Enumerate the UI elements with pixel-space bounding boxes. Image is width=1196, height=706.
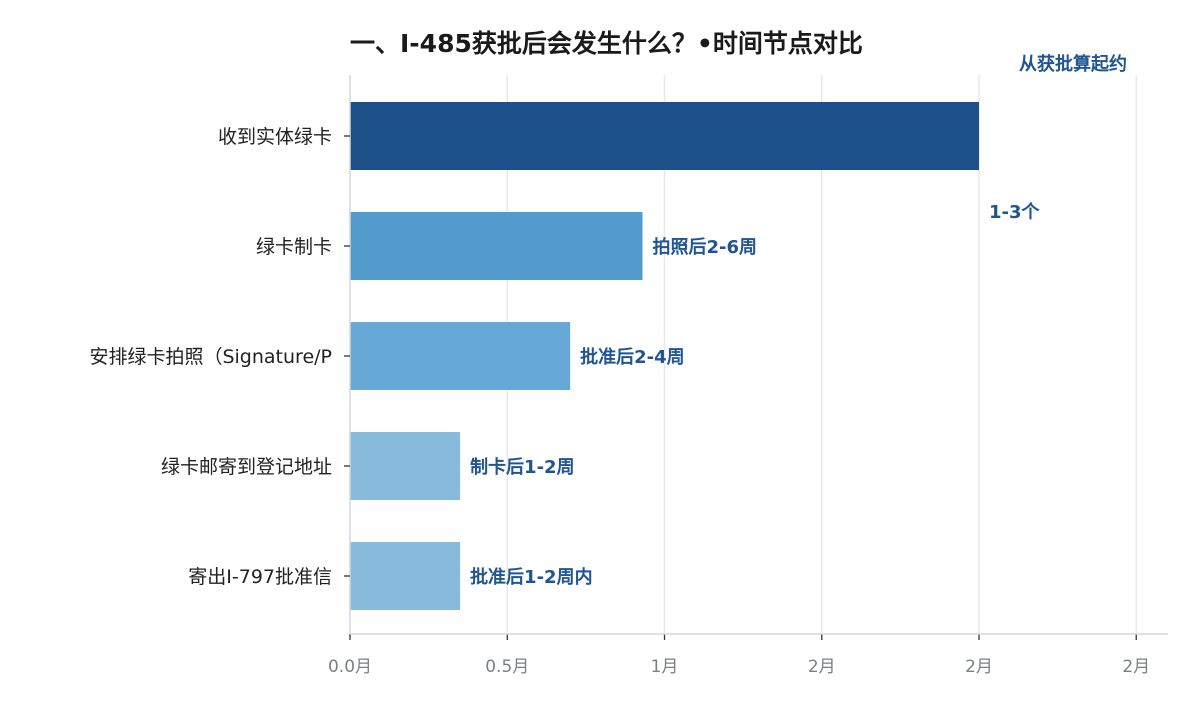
category-label: 寄出I-797批准信 <box>188 566 332 588</box>
bar <box>350 542 461 610</box>
bar <box>350 212 643 280</box>
x-tick-label: 0.0月 <box>328 657 372 677</box>
x-axis: 0.0月 0.5月 1月 2月 2月 2月 <box>328 75 1168 677</box>
corner-annotation: 从获批算起约 <box>1019 53 1127 75</box>
chart-title: 一、I-485获批后会发生什么？•时间节点对比 <box>350 29 863 58</box>
bar <box>350 102 979 170</box>
category-label: 收到实体绿卡 <box>218 126 332 148</box>
category-label: 绿卡制卡 <box>256 236 332 258</box>
x-tick-label: 2月 <box>965 657 993 677</box>
data-label: 批准后1-2周内 <box>470 566 593 588</box>
x-tick-label: 0.5月 <box>485 657 529 677</box>
data-label: 1-3个 <box>989 201 1041 223</box>
category-label: 安排绿卡拍照（Signature/P <box>89 346 332 368</box>
x-tick-label: 1月 <box>651 657 679 677</box>
data-label: 批准后2-4周 <box>580 346 685 368</box>
bars-group <box>350 102 979 610</box>
bar <box>350 322 571 390</box>
bar <box>350 432 461 500</box>
data-label: 制卡后1-2周 <box>470 456 575 478</box>
data-label: 拍照后2-6周 <box>652 236 757 258</box>
x-tick-label: 2月 <box>808 657 836 677</box>
x-tick-label: 2月 <box>1122 657 1150 677</box>
category-label: 绿卡邮寄到登记地址 <box>161 456 332 478</box>
